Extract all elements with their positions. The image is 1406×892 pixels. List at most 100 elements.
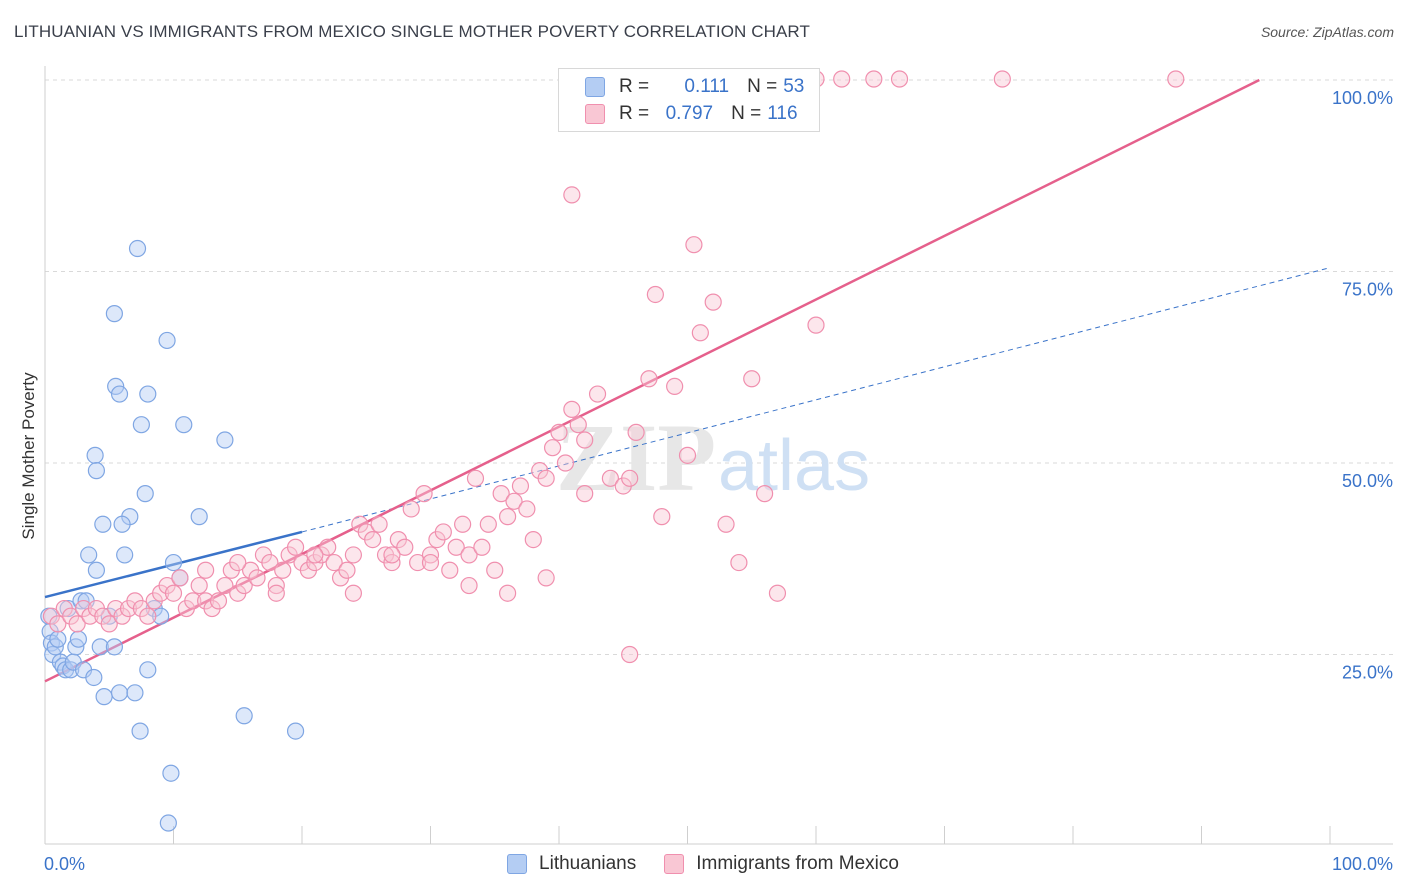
stats-legend: R = 0.111 N = 53 R = 0.797 N = 116 [558,68,820,132]
legend-item-lithuanians: Lithuanians [507,853,636,875]
data-point-mexico [421,553,440,572]
watermark-atlas: atlas [718,426,870,506]
data-point-mexico [68,615,86,633]
data-point-lithuanian [87,561,106,579]
data-point-mexico [518,500,536,518]
data-point-mexico [563,186,581,204]
legend-swatch-pink [664,854,685,874]
data-point-mexico [415,485,433,503]
chart-title: LITHUANIAN VS IMMIGRANTS FROM MEXICO SIN… [14,22,810,41]
data-point-lithuanian [105,305,123,323]
data-point-mexico [434,523,452,541]
data-point-mexico [537,469,555,487]
data-point-mexico [717,515,735,533]
y-tick-label: 50.0% [1342,471,1393,491]
legend-swatch-blue [585,77,605,97]
data-point-lithuanian [128,239,147,258]
legend-n-label: N = [731,103,762,124]
data-point-mexico [486,561,504,579]
data-point-mexico [556,454,575,472]
legend-r-value: 0.797 [665,103,714,124]
data-point-mexico [139,607,157,625]
data-point-mexico [286,538,305,556]
data-point-mexico [184,592,202,610]
data-point-mexico [479,515,497,533]
data-point-lithuanian [113,515,131,533]
data-point-mexico [216,576,234,595]
data-point-mexico [576,485,594,503]
data-point-lithuanian [159,814,177,832]
data-point-lithuanian [86,446,104,464]
data-point-mexico [505,492,523,510]
data-point-mexico [685,236,703,254]
data-point-mexico [49,615,67,633]
data-point-lithuanian [235,707,253,725]
legend-n-value: 116 [767,103,798,124]
data-point-mexico [171,569,189,587]
data-point-lithuanian [175,416,193,434]
data-point-mexico [601,469,620,487]
legend-swatch-pink [585,104,605,124]
data-point-mexico [409,553,427,572]
data-point-mexico [338,561,356,579]
data-point-mexico [537,569,555,587]
data-point-mexico [306,546,324,564]
y-tick-label: 25.0% [1342,663,1393,683]
data-point-mexico [621,469,639,487]
data-point-mexico [383,546,401,564]
series-legend: Lithuanians Immigrants from Mexico [0,850,1406,878]
data-point-mexico [164,584,183,602]
data-point-mexico [344,546,362,564]
data-point-mexico [666,377,684,395]
data-point-mexico [190,576,208,595]
data-point-mexico [743,370,761,388]
data-point-lithuanian [139,661,157,679]
data-point-mexico [833,70,851,88]
data-point-mexico [460,546,478,564]
data-point-mexico [274,561,292,579]
legend-r-value: 0.111 [684,76,730,97]
data-point-mexico [550,423,568,441]
data-point-mexico [248,569,266,587]
data-point-mexico [1167,70,1185,88]
data-point-mexico [511,477,530,495]
data-point-mexico [569,416,587,434]
data-point-mexico [364,530,382,549]
data-point-mexico [993,70,1011,88]
data-point-mexico [865,70,883,88]
legend-n-label: N = [747,76,778,97]
data-point-lithuanian [216,431,234,449]
data-point-mexico [460,576,478,595]
data-point-lithuanian [286,722,305,740]
data-point-mexico [621,645,639,664]
x-tick-label: 0.0% [44,854,85,874]
legend-row-lithuanians: R = 0.111 N = 53 [585,75,804,99]
data-point-lithuanian [152,607,170,625]
trend-line [44,530,303,599]
data-point-lithuanian [139,385,157,403]
data-point-mexico [473,538,491,556]
watermark-zip: ZIP [556,404,716,511]
data-point-mexico [576,431,594,449]
data-point-mexico [890,70,909,88]
data-point-mexico [466,469,485,487]
data-point-lithuanian [105,638,123,656]
data-point-mexico [499,584,517,602]
data-point-lithuanian [131,722,149,740]
data-point-mexico [499,508,517,526]
y-tick-label: 75.0% [1342,280,1393,300]
data-point-mexico [588,385,607,403]
data-point-lithuanian [190,508,208,526]
legend-row-mexico: R = 0.797 N = 116 [585,102,798,126]
data-point-mexico [563,400,581,418]
data-point-lithuanian [162,764,180,782]
data-point-mexico [492,485,510,503]
data-point-mexico [543,439,562,457]
legend-swatch-blue [507,854,528,874]
data-point-mexico [704,293,722,311]
data-point-mexico [396,538,414,556]
data-point-lithuanian [136,485,154,503]
data-point-lithuanian [95,688,113,706]
data-point-mexico [325,553,343,572]
data-point-mexico [261,553,279,572]
